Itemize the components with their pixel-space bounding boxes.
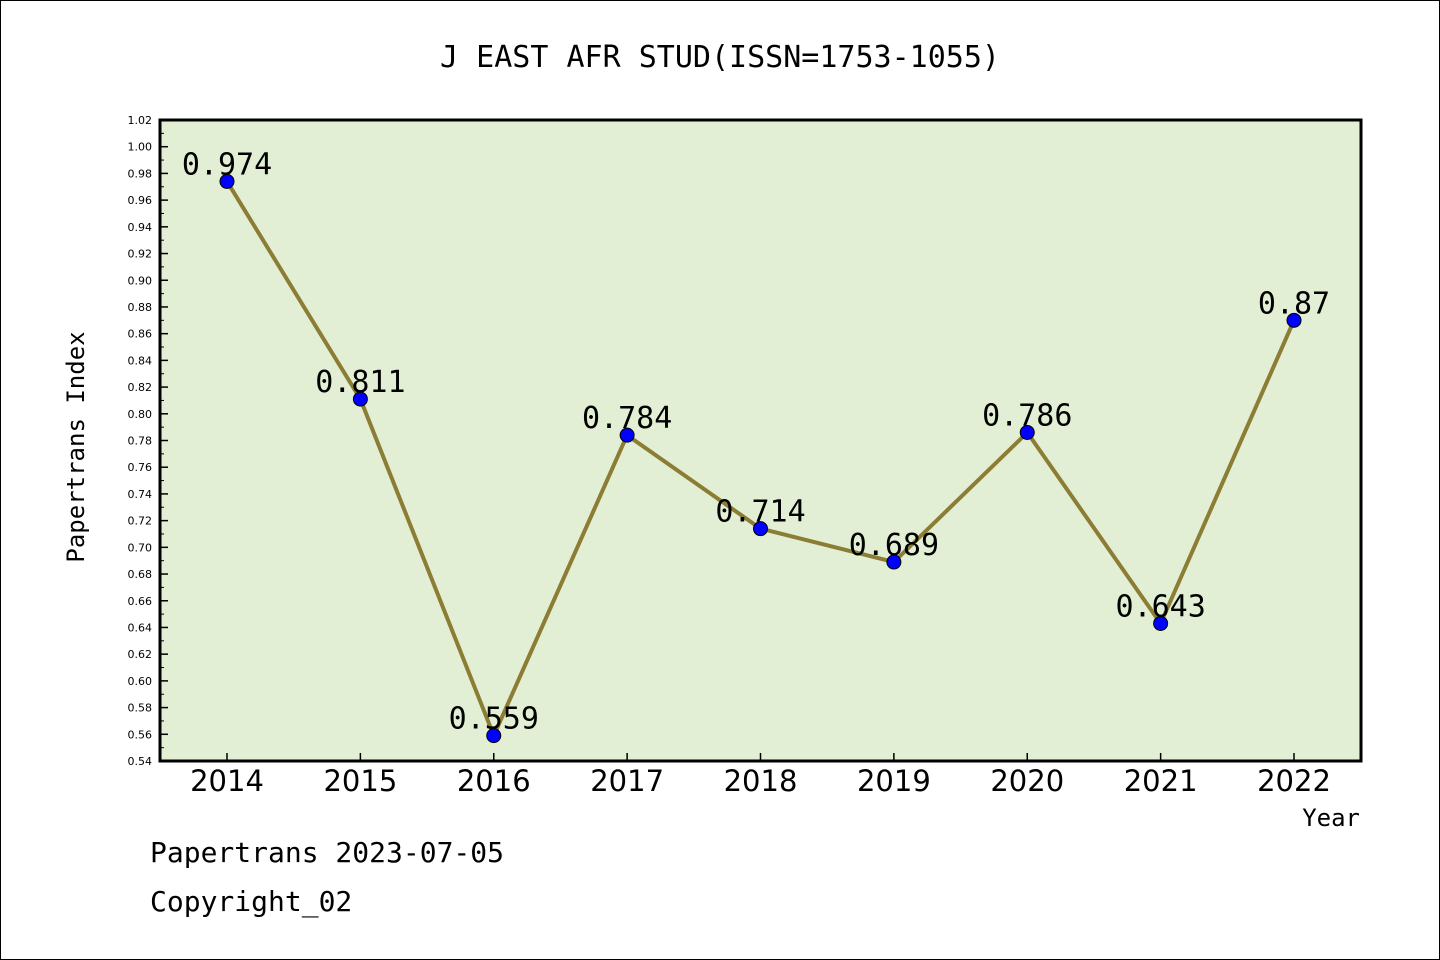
y-tick-label: 0.60 (128, 675, 153, 688)
y-tick-label: 0.74 (128, 488, 153, 501)
x-axis: 2014 2015 2016 2017 2018 2019 2020 2021 2022 (190, 753, 1331, 798)
data-point-marker (886, 554, 902, 570)
data-label: 0.974 (182, 147, 272, 182)
y-tick-label: 0.86 (128, 328, 153, 341)
data-label: 0.87 (1258, 286, 1330, 321)
y-tick-label: 0.92 (128, 248, 153, 261)
data-point-marker (352, 391, 368, 407)
data-label: 0.689 (849, 528, 939, 563)
data-label: 0.784 (582, 401, 672, 436)
data-point-marker (1286, 312, 1302, 328)
plot-area (158, 118, 1363, 763)
data-label: 0.786 (982, 398, 1072, 433)
x-tick-label: 2022 (1257, 764, 1331, 798)
y-tick-label: 0.98 (128, 167, 153, 180)
y-tick-label: 0.54 (128, 755, 153, 768)
footer-date-line: Papertrans 2023-07-05 (150, 836, 505, 869)
y-tick-label: 1.02 (128, 114, 153, 127)
data-label: 0.811 (315, 365, 405, 400)
data-label: 0.643 (1115, 589, 1205, 624)
data-point-marker (1153, 615, 1169, 631)
data-label: 0.559 (449, 702, 539, 737)
x-tick-label: 2021 (1124, 764, 1198, 798)
y-tick-label: 0.70 (128, 541, 153, 554)
y-tick-label: 0.64 (128, 621, 153, 634)
x-axis-title: Year (1302, 804, 1360, 832)
y-tick-label: 0.88 (128, 301, 153, 314)
y-tick-label: 0.84 (128, 354, 153, 367)
x-tick-label: 2017 (590, 764, 664, 798)
x-tick-label: 2019 (857, 764, 931, 798)
y-tick-label: 0.56 (128, 728, 153, 741)
y-tick-label: 0.62 (128, 648, 153, 661)
y-tick-label: 0.68 (128, 568, 153, 581)
data-labels: 0.974 0.811 0.559 0.784 0.714 0.689 0.786 0.643… (182, 147, 1330, 736)
data-point-marker (1019, 424, 1035, 440)
y-tick-label: 0.58 (128, 702, 153, 715)
y-tick-label: 0.96 (128, 194, 153, 207)
y-tick-label: 0.72 (128, 515, 153, 528)
chart-title: J EAST AFR STUD(ISSN=1753-1055) (440, 40, 1000, 75)
y-tick-label: 0.90 (128, 274, 153, 287)
y-tick-label: 0.78 (128, 435, 153, 448)
y-tick-label: 0.80 (128, 408, 153, 421)
footer-copyright-line: Copyright_02 (150, 885, 353, 918)
x-tick-label: 2016 (457, 764, 531, 798)
data-point-marker (486, 728, 502, 744)
data-point-marker (219, 173, 235, 189)
x-tick-label: 2015 (323, 764, 397, 798)
x-tick-label: 2020 (990, 764, 1064, 798)
data-markers (219, 173, 1302, 744)
y-tick-label: 0.94 (128, 221, 153, 234)
x-tick-label: 2014 (190, 764, 264, 798)
y-tick-label: 0.66 (128, 595, 153, 608)
y-tick-label: 1.00 (128, 141, 153, 154)
y-axis: 0.54 0.56 0.58 0.60 0.62 0.64 0.66 0.68 0.70 0.72… (128, 114, 168, 768)
y-axis-title: Papertrans Index (62, 331, 90, 562)
x-tick-label: 2018 (724, 764, 798, 798)
y-tick-label: 0.82 (128, 381, 153, 394)
data-point-marker (619, 427, 635, 443)
data-point-marker (753, 521, 768, 537)
data-label: 0.714 (715, 495, 805, 530)
y-tick-label: 0.76 (128, 461, 153, 474)
